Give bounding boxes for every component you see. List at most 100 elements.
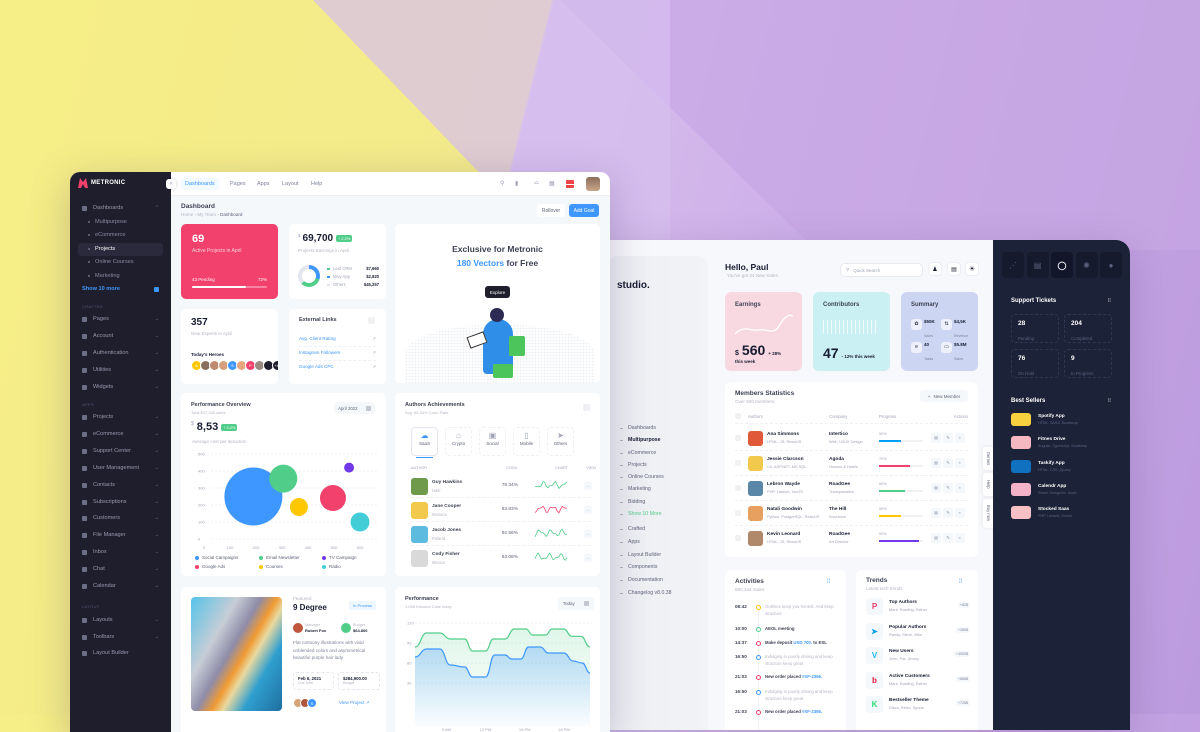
edit-pencil-icon[interactable]: ✎ [943,508,953,518]
sidebar-item-customers[interactable]: Customers ⌄ [78,512,163,525]
side-tab-buy-now[interactable]: Buy now [983,499,994,528]
sidebar-item-file-manager[interactable]: File Manager ⌄ [78,529,163,542]
studio-nav-online-courses[interactable]: Online Courses [620,474,664,480]
share-icon[interactable]: ⋰ [1002,252,1024,278]
sidebar-item-utilities[interactable]: Utilities ⌄ [78,364,163,377]
view-icon[interactable]: ▤ [931,433,941,443]
delete-trash-icon[interactable]: ▪ [955,458,965,468]
member-name[interactable]: Natali Goodwin [767,507,802,512]
studio-nav-marketing[interactable]: Marketing [620,486,651,492]
sidebar-item-calendar[interactable]: Calendar ⌄ [78,580,163,593]
activity-link[interactable]: USD 700. [793,640,813,645]
trend-item[interactable]: P Top Authors Mark, Rowling, Esther +82$ [866,598,970,616]
sidebar-item-authentication[interactable]: Authentication ⌄ [78,347,163,360]
add-goal-button[interactable]: Add Goal [569,204,599,217]
author-name[interactable]: Cody Fisher [432,552,460,557]
chart-ring-icon[interactable]: ◯ [1051,252,1073,278]
delete-trash-icon[interactable]: ▪ [955,508,965,518]
nav-tab-dashboards[interactable]: Dashboards [181,178,219,190]
row-checkbox[interactable] [735,535,741,541]
external-link-label[interactable]: Instagram Followers [299,350,341,355]
sidebar-item-support-center[interactable]: Support Center ⌄ [78,445,163,458]
member-name[interactable]: Kevin Leonard [767,532,801,537]
edit-pencil-icon[interactable]: ✎ [943,433,953,443]
chat-bubble-icon[interactable]: ● [1100,252,1122,278]
tab-mobile[interactable]: ▯ Mobile [513,427,540,456]
external-link-row[interactable]: Avg. Client Rating ↗ [299,336,376,347]
trend-item[interactable]: ➤ Popular Authors Randy, Steve, Mike +28… [866,622,970,641]
row-checkbox[interactable] [735,460,741,466]
messages-icon[interactable]: ▤ [947,262,961,276]
activity-link[interactable]: #XF-2356. [802,709,823,714]
studio-nav-documentation[interactable]: Documentation [620,577,663,583]
performance-period-select[interactable]: Today [558,597,594,610]
sellers-menu-icon[interactable]: ⁞⁞ [1108,398,1111,404]
tab-others[interactable]: ➤ Others [547,427,574,456]
notification-bell-icon[interactable]: ♟ [928,262,942,276]
links-menu-icon[interactable] [368,317,375,324]
view-arrow-button[interactable]: → [584,530,592,538]
sidebar-item-inbox[interactable]: Inbox ⌄ [78,546,163,559]
us-flag-icon[interactable] [566,180,574,188]
delete-trash-icon[interactable]: ▪ [955,533,965,543]
activity-link[interactable]: #XF-2356. [802,674,823,679]
author-name[interactable]: Jacob Jones [432,528,462,533]
sidebar-subitem-multipurpose[interactable]: Multipurpose [78,216,163,229]
activities-menu-icon[interactable]: ⁞⁞ [827,579,831,585]
sidebar-item-dashboards[interactable]: Dashboards ⌃ [78,202,163,215]
sidebar-item-toolbars[interactable]: Toolbars ⌄ [78,631,163,644]
trend-item[interactable]: K Bestseller Theme Disco, Retro, Sports … [866,696,970,714]
best-seller-item[interactable]: Taskify App HTML, CSS, jQuery [1011,459,1121,474]
breadcrumb-team[interactable]: My Team [197,212,216,217]
authors-menu-icon[interactable] [583,404,590,411]
user-avatar[interactable] [586,177,600,191]
breadcrumb-home[interactable]: Home [181,212,194,217]
edit-pencil-icon[interactable]: ✎ [943,483,953,493]
view-icon[interactable]: ▤ [931,483,941,493]
quick-search-input[interactable]: ⚲ Quick Search [840,263,923,277]
new-member-button[interactable]: + New Member [920,390,968,402]
tab-social[interactable]: ▣ Social [479,427,506,456]
view-arrow-button[interactable]: → [584,554,592,562]
studio-nav-crafted[interactable]: Crafted [620,526,645,532]
sidebar-item-widgets[interactable]: Widgets ⌄ [78,381,163,394]
sidebar-collapse-button[interactable]: « [166,179,176,189]
document-icon[interactable]: ▤ [1026,252,1049,278]
studio-nav-bidding[interactable]: Bidding [620,499,645,505]
studio-nav-dashboards[interactable]: Dashboards [620,425,656,431]
side-tab-help[interactable]: Help [983,473,994,496]
studio-nav-projects[interactable]: Projects [620,462,647,468]
rollover-button[interactable]: Rollover [537,204,565,217]
period-select[interactable]: April 2022 [334,402,375,414]
sidebar-item-account[interactable]: Account ⌄ [78,330,163,343]
studio-nav-layout-builder[interactable]: Layout Builder [620,552,661,558]
tab-crypto[interactable]: ⌂ Crypto [445,427,472,456]
sidebar-item-subscriptions[interactable]: Subscriptions ⌄ [78,496,163,509]
sidebar-item-layouts[interactable]: Layouts ⌄ [78,614,163,627]
studio-nav-show-10-more[interactable]: Show 10 More [620,511,661,517]
sidebar-subitem-ecommerce[interactable]: eCommerce [78,229,163,242]
best-seller-item[interactable]: Spotify App HTML, SASS, Bootstrap [1011,413,1121,427]
studio-nav-components[interactable]: Components [620,564,657,570]
edit-pencil-icon[interactable]: ✎ [943,458,953,468]
studio-nav-apps[interactable]: Apps [620,539,640,545]
view-icon[interactable]: ▤ [931,458,941,468]
external-link-label[interactable]: Avg. Client Rating [299,336,336,341]
best-seller-item[interactable]: Calendr App React, MongoDb, Node [1011,482,1121,497]
row-checkbox[interactable] [735,510,741,516]
row-checkbox[interactable] [735,485,741,491]
chart-icon[interactable]: ▮ [515,181,519,187]
sidebar-subitem-projects[interactable]: Projects [78,242,163,256]
search-icon[interactable]: ⚲ [500,181,505,187]
view-arrow-button[interactable]: → [584,482,592,490]
best-seller-item[interactable]: Stocked Saas PHP, Laravel, Oracle [1011,506,1121,520]
trend-item[interactable]: b Active Customers Mark, Rowling, Esther… [866,671,970,690]
tab-saas[interactable]: ☁ SaaS [411,427,438,458]
basket-icon[interactable]: ⌓ [534,180,539,186]
theme-sun-icon[interactable]: ☀ [965,262,979,276]
sidebar-item-contacts[interactable]: Contacts ⌄ [78,479,163,492]
author-name[interactable]: Jane Cooper [432,504,462,509]
external-link-row[interactable]: Instagram Followers ↗ [299,350,376,361]
nav-tab-apps[interactable]: Apps [257,181,270,187]
tickets-menu-icon[interactable]: ⁞⁞ [1108,298,1111,304]
